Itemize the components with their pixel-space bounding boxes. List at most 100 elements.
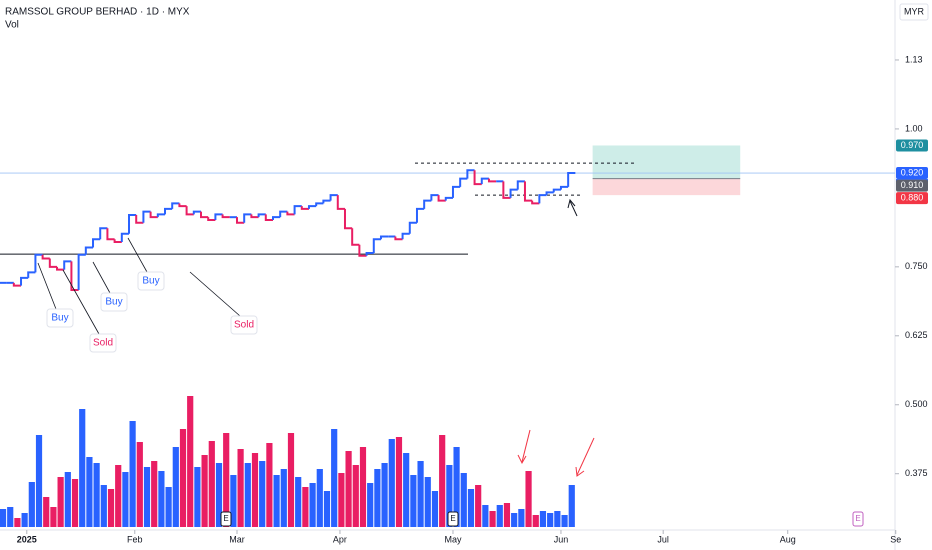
price-step [372,238,381,254]
volume-bar [439,435,446,527]
price-step [437,195,446,202]
price-step [358,244,367,257]
volume-bar [388,439,395,527]
volume-bar [374,469,381,527]
volume-bar [532,515,539,527]
volume-bar [136,442,143,527]
volume-bar [208,441,215,527]
price-step [379,235,389,240]
price-step [394,236,403,241]
volume-bar [266,443,273,527]
volume-bar [568,485,575,527]
volume-bar [316,469,323,527]
x-tick-label: Se [890,534,901,544]
event-box [852,511,864,527]
volume-bar [194,467,201,527]
volume-bar [295,477,302,527]
volume-bar [410,475,417,527]
volume-bar [93,463,100,527]
y-tick-label: 1.00 [905,123,923,133]
price-step [164,207,173,215]
volume-bar [280,469,287,527]
volume-bar [417,461,424,527]
price-step [41,254,50,260]
volume-bar [7,507,14,527]
volume-bar [100,485,107,527]
volume-bar [107,489,115,527]
price-tag-bg [896,179,928,192]
annotation: Sold [234,320,254,331]
price-step [48,258,58,268]
price-step [516,180,525,190]
x-tick-label: Jul [657,534,669,544]
arrow [569,200,578,217]
currency[interactable]: MYR [904,6,925,16]
volume-bar [381,463,388,527]
annotation: Buy [142,276,159,287]
price-step [142,210,151,223]
price-step [401,232,410,240]
price-step [487,178,497,183]
price-step [552,188,561,193]
volume-bar [129,421,136,527]
chart-title: RAMSSOL GROUP BERHAD · 1D · MYX [5,7,190,18]
volume-bar [503,503,511,527]
annotation-box [89,333,117,353]
price-step [77,253,86,291]
price-step [423,199,432,209]
volume-bar [230,475,237,527]
volume-bar [302,487,309,527]
price-tag: 0.970 [901,140,924,150]
price-step [106,228,115,241]
annotation: Sold [93,338,113,349]
volume-bar [223,433,230,527]
price-step [538,194,547,204]
event-box [220,511,232,527]
arrow-head [517,454,527,465]
x-tick-label: Apr [333,534,347,544]
volume-bar [201,455,208,527]
y-tick-label: 0.625 [905,330,928,340]
volume-bar [259,461,266,527]
x-tick-label: Mar [229,534,245,544]
volume-bar [323,491,331,527]
price-step [264,214,273,221]
annotation-box [230,315,258,335]
price-step [156,213,166,218]
arrow-head [567,198,576,209]
price-step [430,194,439,201]
price-step [329,194,338,201]
volume-bar [554,511,561,527]
price-step [250,214,259,219]
annotation-leader [37,262,57,310]
volume-bar [511,513,518,527]
annotation-box [137,271,165,291]
price-step [12,282,22,287]
price-step [545,191,554,196]
annotation-box [46,308,74,328]
volume-bar [143,467,151,527]
currency-box[interactable] [899,3,929,21]
annotation-box [100,292,128,312]
price-step [343,208,353,230]
volume-bar [43,497,50,527]
price-step [128,213,137,234]
volume-bar [187,396,194,527]
volume-bar [309,483,316,527]
volume-bar [215,463,223,527]
price-step [20,276,29,286]
y-tick-label: 0.500 [905,399,928,409]
volume-bar [14,518,21,527]
x-tick-label: Feb [127,534,143,544]
price-step [466,169,475,179]
event-box [447,511,459,527]
x-tick-label: May [444,534,462,544]
price-step [336,195,345,210]
volume-bar [50,507,57,527]
arrows [517,198,595,477]
arrow [576,437,595,476]
volume-bar [482,505,489,527]
price-step [63,260,72,270]
price-tag-bg [896,139,928,152]
